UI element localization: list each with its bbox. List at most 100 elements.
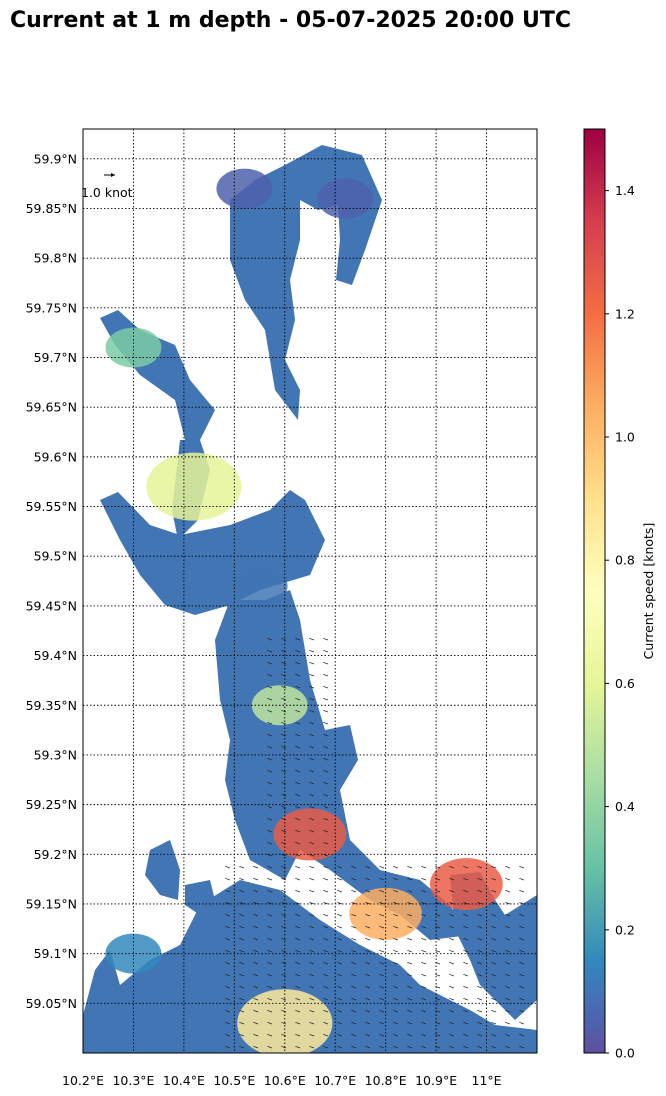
current-arrow (505, 997, 511, 1001)
current-arrow (295, 901, 301, 905)
current-arrow (407, 1045, 413, 1049)
current-arrow (309, 805, 315, 809)
current-arrow (505, 1009, 511, 1013)
current-arrow (281, 661, 287, 665)
current-arrow (239, 973, 245, 977)
x-tick-label: 10.4°E (163, 1073, 205, 1088)
current-arrow (239, 925, 245, 929)
current-arrow (281, 793, 287, 797)
y-tick-label: 59.65°N (26, 400, 77, 415)
x-tick-label: 11°E (472, 1073, 502, 1088)
current-arrow (323, 1033, 329, 1037)
current-arrow (505, 877, 511, 881)
current-arrow (281, 745, 287, 749)
current-arrow (351, 1021, 357, 1025)
current-arrow (225, 877, 231, 881)
current-arrow (449, 973, 455, 977)
current-arrow (491, 1021, 497, 1025)
current-arrow (379, 865, 385, 869)
current-arrow (239, 1045, 245, 1049)
current-arrow (323, 1009, 329, 1013)
x-tick-label: 10.9°E (415, 1073, 457, 1088)
current-arrow (463, 937, 469, 941)
current-arrow (225, 865, 231, 869)
current-arrow (267, 877, 273, 881)
current-arrow (323, 829, 329, 833)
y-tick-label: 59.2°N (34, 847, 77, 862)
current-arrow (295, 769, 301, 773)
current-arrow (225, 925, 231, 929)
speed-sample-0 (216, 168, 273, 209)
current-arrow (421, 877, 427, 881)
current-arrow (393, 925, 399, 929)
current-arrow (407, 1021, 413, 1025)
current-arrow (519, 925, 525, 929)
current-arrow (393, 1033, 399, 1037)
current-arrow (323, 865, 329, 869)
current-arrow (365, 1033, 371, 1037)
current-arrow (253, 901, 259, 905)
current-arrow (225, 937, 231, 941)
current-arrow (463, 865, 469, 869)
current-arrow (253, 985, 259, 989)
current-arrow (365, 925, 371, 929)
current-arrow (295, 1021, 301, 1025)
current-arrow (477, 925, 483, 929)
current-arrow (393, 901, 399, 905)
graticule (82, 129, 537, 1053)
current-arrow (295, 793, 301, 797)
current-arrow (309, 901, 315, 905)
current-arrow (239, 997, 245, 1001)
current-arrow (253, 949, 259, 953)
current-arrow (435, 997, 441, 1001)
current-arrow (239, 901, 245, 905)
current-arrow (225, 1009, 231, 1013)
current-arrow (225, 949, 231, 953)
current-arrow (323, 961, 329, 965)
current-arrow (407, 1009, 413, 1013)
current-arrow (323, 985, 329, 989)
current-arrow (239, 949, 245, 953)
y-tick-label: 59.45°N (26, 598, 77, 613)
current-arrow (309, 1033, 315, 1037)
current-arrow (519, 877, 525, 881)
current-arrow (323, 1045, 329, 1049)
current-arrow (225, 973, 231, 977)
speed-sample-8 (429, 858, 503, 911)
current-arrow (519, 1033, 525, 1037)
current-arrow (449, 925, 455, 929)
current-arrow (365, 937, 371, 941)
speed-sample-3 (146, 452, 242, 521)
speed-sample-1 (317, 178, 374, 219)
current-arrow (267, 961, 273, 965)
current-arrow (323, 745, 329, 749)
current-arrow (267, 697, 273, 701)
current-arrow (491, 901, 497, 905)
current-arrow (505, 961, 511, 965)
fjord-water-6 (83, 880, 537, 1053)
current-arrow (309, 685, 315, 689)
current-arrow (323, 661, 329, 665)
current-arrow (239, 889, 245, 893)
current-arrow (449, 865, 455, 869)
current-arrow (449, 1045, 455, 1049)
current-arrow (421, 901, 427, 905)
current-arrow (491, 877, 497, 881)
current-arrow (379, 1045, 385, 1049)
current-arrow (295, 937, 301, 941)
current-arrow (463, 877, 469, 881)
current-arrow (295, 1033, 301, 1037)
current-arrow (449, 949, 455, 953)
current-arrow (239, 913, 245, 917)
current-arrow (323, 673, 329, 677)
current-arrow (239, 961, 245, 965)
current-arrow (491, 937, 497, 941)
current-arrow (519, 865, 525, 869)
current-arrow (281, 889, 287, 893)
current-arrow (239, 1033, 245, 1037)
current-arrow (435, 913, 441, 917)
current-arrow (351, 1033, 357, 1037)
current-arrow (295, 685, 301, 689)
current-arrow (351, 985, 357, 989)
current-arrow (253, 925, 259, 929)
